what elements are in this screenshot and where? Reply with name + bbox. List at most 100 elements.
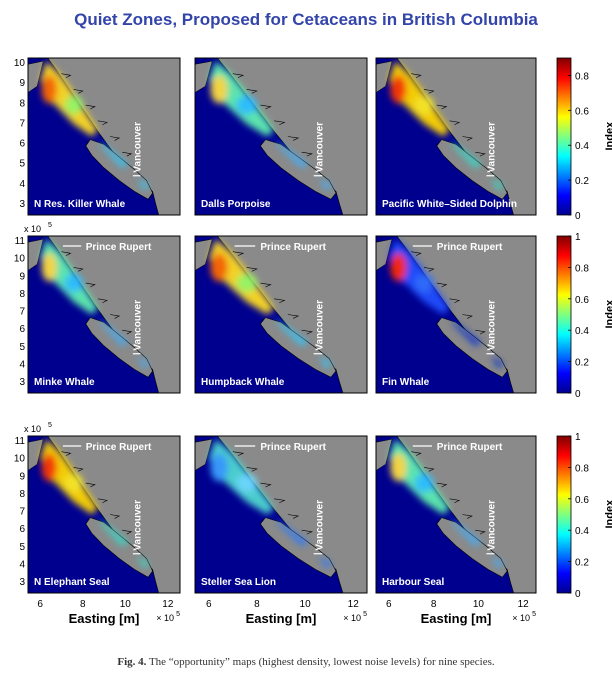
panel-frame <box>194 57 368 216</box>
coastline-inlet <box>475 329 486 335</box>
y-tick-label: 10 <box>14 254 26 265</box>
y-tick-label: 8 <box>19 98 25 109</box>
coastline-inlet <box>61 73 72 78</box>
habitat-index-band <box>40 439 150 568</box>
coastline-inlet <box>475 151 486 157</box>
coastline-inlet <box>301 329 314 335</box>
coastline-inlet <box>122 329 133 335</box>
x-exponent-label: × 10 <box>512 613 530 623</box>
x-exponent-power: 5 <box>176 611 180 618</box>
species-label: N Res. Killer Whale <box>34 199 126 210</box>
species-label: Fin Whale <box>382 377 430 388</box>
vancouver-island-land <box>436 317 508 378</box>
figure-title: Quiet Zones, Proposed for Cetaceans in B… <box>74 10 538 29</box>
colorbar-tick-label: 0.8 <box>575 263 589 274</box>
y-tick-label: 10 <box>14 454 26 465</box>
colorbar-tick-label: 0.2 <box>575 358 589 369</box>
colorbar-tick-label: 0.2 <box>575 558 589 569</box>
coastline-inlet <box>436 104 448 110</box>
x-exponent-power: 5 <box>363 611 367 618</box>
panel-frame <box>375 435 537 594</box>
strait-water <box>315 382 343 393</box>
strait-water <box>134 582 159 593</box>
strait-water <box>488 204 514 215</box>
coastline-inlet <box>232 251 245 256</box>
haida-gwaii-land <box>28 60 44 93</box>
prince-rupert-label: Prince Rupert <box>437 242 503 253</box>
coastline-inlet <box>411 451 422 456</box>
coastline-inlet <box>411 251 422 256</box>
y-tick-label: 6 <box>19 524 25 535</box>
coastline-inlet <box>274 298 286 303</box>
y-tick-label: 11 <box>15 236 26 247</box>
vancouver-label: Vancouver <box>314 300 325 351</box>
panel-frame <box>27 435 181 594</box>
coastline-inlet <box>301 529 314 535</box>
vancouver-island-land <box>85 139 153 200</box>
x-tick-label: 12 <box>162 599 174 610</box>
species-label: Humpback Whale <box>201 377 285 388</box>
x-tick-label: 6 <box>37 599 43 610</box>
vancouver-label: Vancouver <box>486 122 497 173</box>
coastline-inlet <box>260 482 272 488</box>
coastline-inlet <box>97 498 108 503</box>
x-tick-label: 10 <box>120 599 132 610</box>
coastline-inlet <box>232 73 245 78</box>
haida-gwaii-land <box>376 60 393 93</box>
species-label: N Elephant Seal <box>34 577 110 588</box>
vancouver-label: Vancouver <box>132 122 143 173</box>
vancouver-label: Vancouver <box>486 500 497 551</box>
vancouver-label: Vancouver <box>486 300 497 351</box>
x-tick-label: 12 <box>348 599 360 610</box>
coastline-inlet <box>423 267 435 272</box>
y-tick-label: 8 <box>19 489 25 500</box>
colorbar-tick-label: 0.6 <box>575 106 589 117</box>
map-panel: Harbour Seal Vancouver Prince Rupert 6 8 10 12… <box>375 435 537 626</box>
y-tick-label: 7 <box>19 118 25 129</box>
y-tick-label: 5 <box>19 342 25 353</box>
y-exponent-label: x 10 <box>24 424 41 434</box>
y-tick-label: 6 <box>19 324 25 335</box>
coastline-inlet <box>246 89 258 94</box>
map-panel: Minke Whale Vancouver Prince Rupert 3 4 5 6 7 8 9… <box>14 222 181 394</box>
prince-rupert-label: Prince Rupert <box>86 442 152 453</box>
coastline-inlet <box>449 120 461 125</box>
panel-frame <box>375 235 537 394</box>
haida-gwaii-land <box>195 438 213 471</box>
map-panel: Pacific White–Sided Dolphin Vancouver <box>375 57 537 216</box>
colorbar-tick-label: 0.8 <box>575 463 589 474</box>
coastline-inlet <box>260 104 272 110</box>
y-tick-label: 8 <box>19 289 25 300</box>
coastline-inlet <box>85 104 96 110</box>
species-label: Harbour Seal <box>382 577 444 588</box>
y-tick-label: 5 <box>19 159 25 170</box>
coastline-inlet <box>423 89 435 94</box>
x-tick-label: 10 <box>473 599 485 610</box>
coastline-inlet <box>85 282 96 288</box>
map-panel: Dalls Porpoise Vancouver <box>194 57 368 216</box>
habitat-index-band <box>388 239 504 368</box>
coastline-inlet <box>61 251 72 256</box>
prince-rupert-label: Prince Rupert <box>260 242 326 253</box>
y-tick-label: 7 <box>19 307 25 318</box>
coastline-inlet <box>110 136 121 141</box>
panel-frame <box>27 235 181 394</box>
habitat-index-band <box>388 61 504 190</box>
coastline-inlet <box>436 482 448 488</box>
prince-rupert-label: Prince Rupert <box>437 442 503 453</box>
coastline-inlet <box>462 136 473 141</box>
y-tick-label: 9 <box>19 271 25 282</box>
vancouver-island-land <box>436 517 508 578</box>
x-tick-label: 8 <box>254 599 260 610</box>
x-exponent-label: × 10 <box>156 613 174 623</box>
colorbar-tick-label: 0.4 <box>575 526 589 537</box>
caption-text: The “opportunity” maps (highest density,… <box>148 656 495 668</box>
coastline-inlet <box>274 120 286 125</box>
x-tick-label: 12 <box>518 599 530 610</box>
species-label: Steller Sea Lion <box>201 577 276 588</box>
colorbar-gradient <box>556 57 572 216</box>
colorbar-tick-label: 0.6 <box>575 295 589 306</box>
vancouver-island-land <box>436 139 508 200</box>
x-exponent-label: × 10 <box>343 613 361 623</box>
